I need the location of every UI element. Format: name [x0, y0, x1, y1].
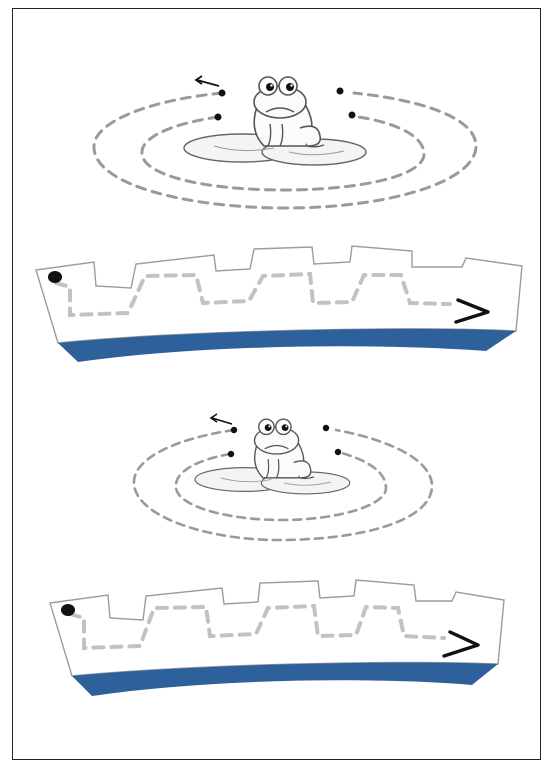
end-arrow-icon: [442, 630, 480, 658]
frog-spiral-1: [92, 75, 478, 210]
start-dot-icon: [48, 271, 62, 283]
castle-wall-2: [49, 579, 505, 696]
castle-wall-1: [35, 245, 523, 362]
frog-spiral-2: [132, 413, 434, 542]
direction-arrow-icon: [209, 413, 233, 425]
start-dot-icon: [61, 604, 75, 616]
direction-arrow-icon: [194, 75, 220, 87]
end-arrow-icon: [454, 298, 490, 324]
